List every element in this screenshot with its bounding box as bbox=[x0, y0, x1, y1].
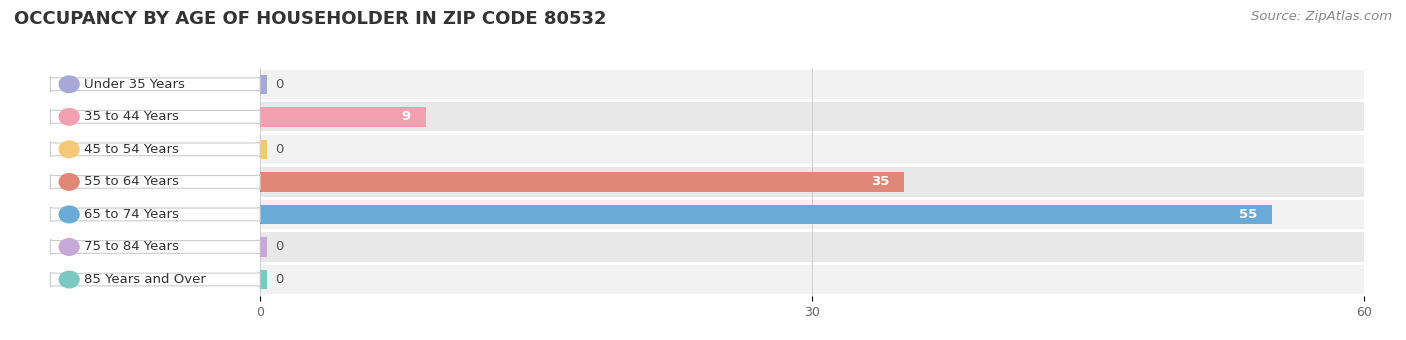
Text: 85 Years and Over: 85 Years and Over bbox=[83, 273, 205, 286]
Ellipse shape bbox=[59, 271, 79, 288]
Bar bbox=[260, 74, 267, 94]
Ellipse shape bbox=[59, 206, 79, 223]
Ellipse shape bbox=[59, 174, 79, 190]
FancyBboxPatch shape bbox=[51, 77, 260, 92]
FancyBboxPatch shape bbox=[51, 174, 260, 189]
Bar bbox=[260, 205, 1272, 224]
Text: 55: 55 bbox=[1239, 208, 1257, 221]
Bar bbox=[260, 135, 1364, 164]
Text: Source: ZipAtlas.com: Source: ZipAtlas.com bbox=[1251, 10, 1392, 23]
FancyBboxPatch shape bbox=[51, 272, 260, 287]
Text: 9: 9 bbox=[402, 110, 411, 123]
Text: 65 to 74 Years: 65 to 74 Years bbox=[83, 208, 179, 221]
Bar bbox=[260, 167, 1364, 197]
Bar bbox=[260, 200, 1364, 229]
Text: Under 35 Years: Under 35 Years bbox=[83, 78, 184, 91]
Ellipse shape bbox=[59, 141, 79, 158]
Bar bbox=[260, 270, 267, 289]
FancyBboxPatch shape bbox=[51, 207, 260, 222]
Text: 0: 0 bbox=[274, 143, 283, 156]
FancyBboxPatch shape bbox=[51, 109, 260, 124]
Text: 45 to 54 Years: 45 to 54 Years bbox=[83, 143, 179, 156]
Bar bbox=[260, 265, 1364, 294]
Text: 35 to 44 Years: 35 to 44 Years bbox=[83, 110, 179, 123]
Text: 35: 35 bbox=[870, 175, 889, 188]
Bar bbox=[260, 102, 1364, 132]
Ellipse shape bbox=[59, 239, 79, 255]
Ellipse shape bbox=[59, 108, 79, 125]
Bar bbox=[260, 140, 267, 159]
Bar bbox=[260, 237, 267, 257]
Bar bbox=[260, 172, 904, 192]
FancyBboxPatch shape bbox=[51, 142, 260, 157]
FancyBboxPatch shape bbox=[51, 239, 260, 254]
Text: 75 to 84 Years: 75 to 84 Years bbox=[83, 240, 179, 254]
Bar bbox=[260, 107, 426, 126]
Text: 55 to 64 Years: 55 to 64 Years bbox=[83, 175, 179, 188]
Text: OCCUPANCY BY AGE OF HOUSEHOLDER IN ZIP CODE 80532: OCCUPANCY BY AGE OF HOUSEHOLDER IN ZIP C… bbox=[14, 10, 606, 28]
Text: 0: 0 bbox=[274, 273, 283, 286]
Bar bbox=[260, 70, 1364, 99]
Bar bbox=[260, 232, 1364, 262]
Ellipse shape bbox=[59, 76, 79, 92]
Text: 0: 0 bbox=[274, 240, 283, 254]
Text: 0: 0 bbox=[274, 78, 283, 91]
